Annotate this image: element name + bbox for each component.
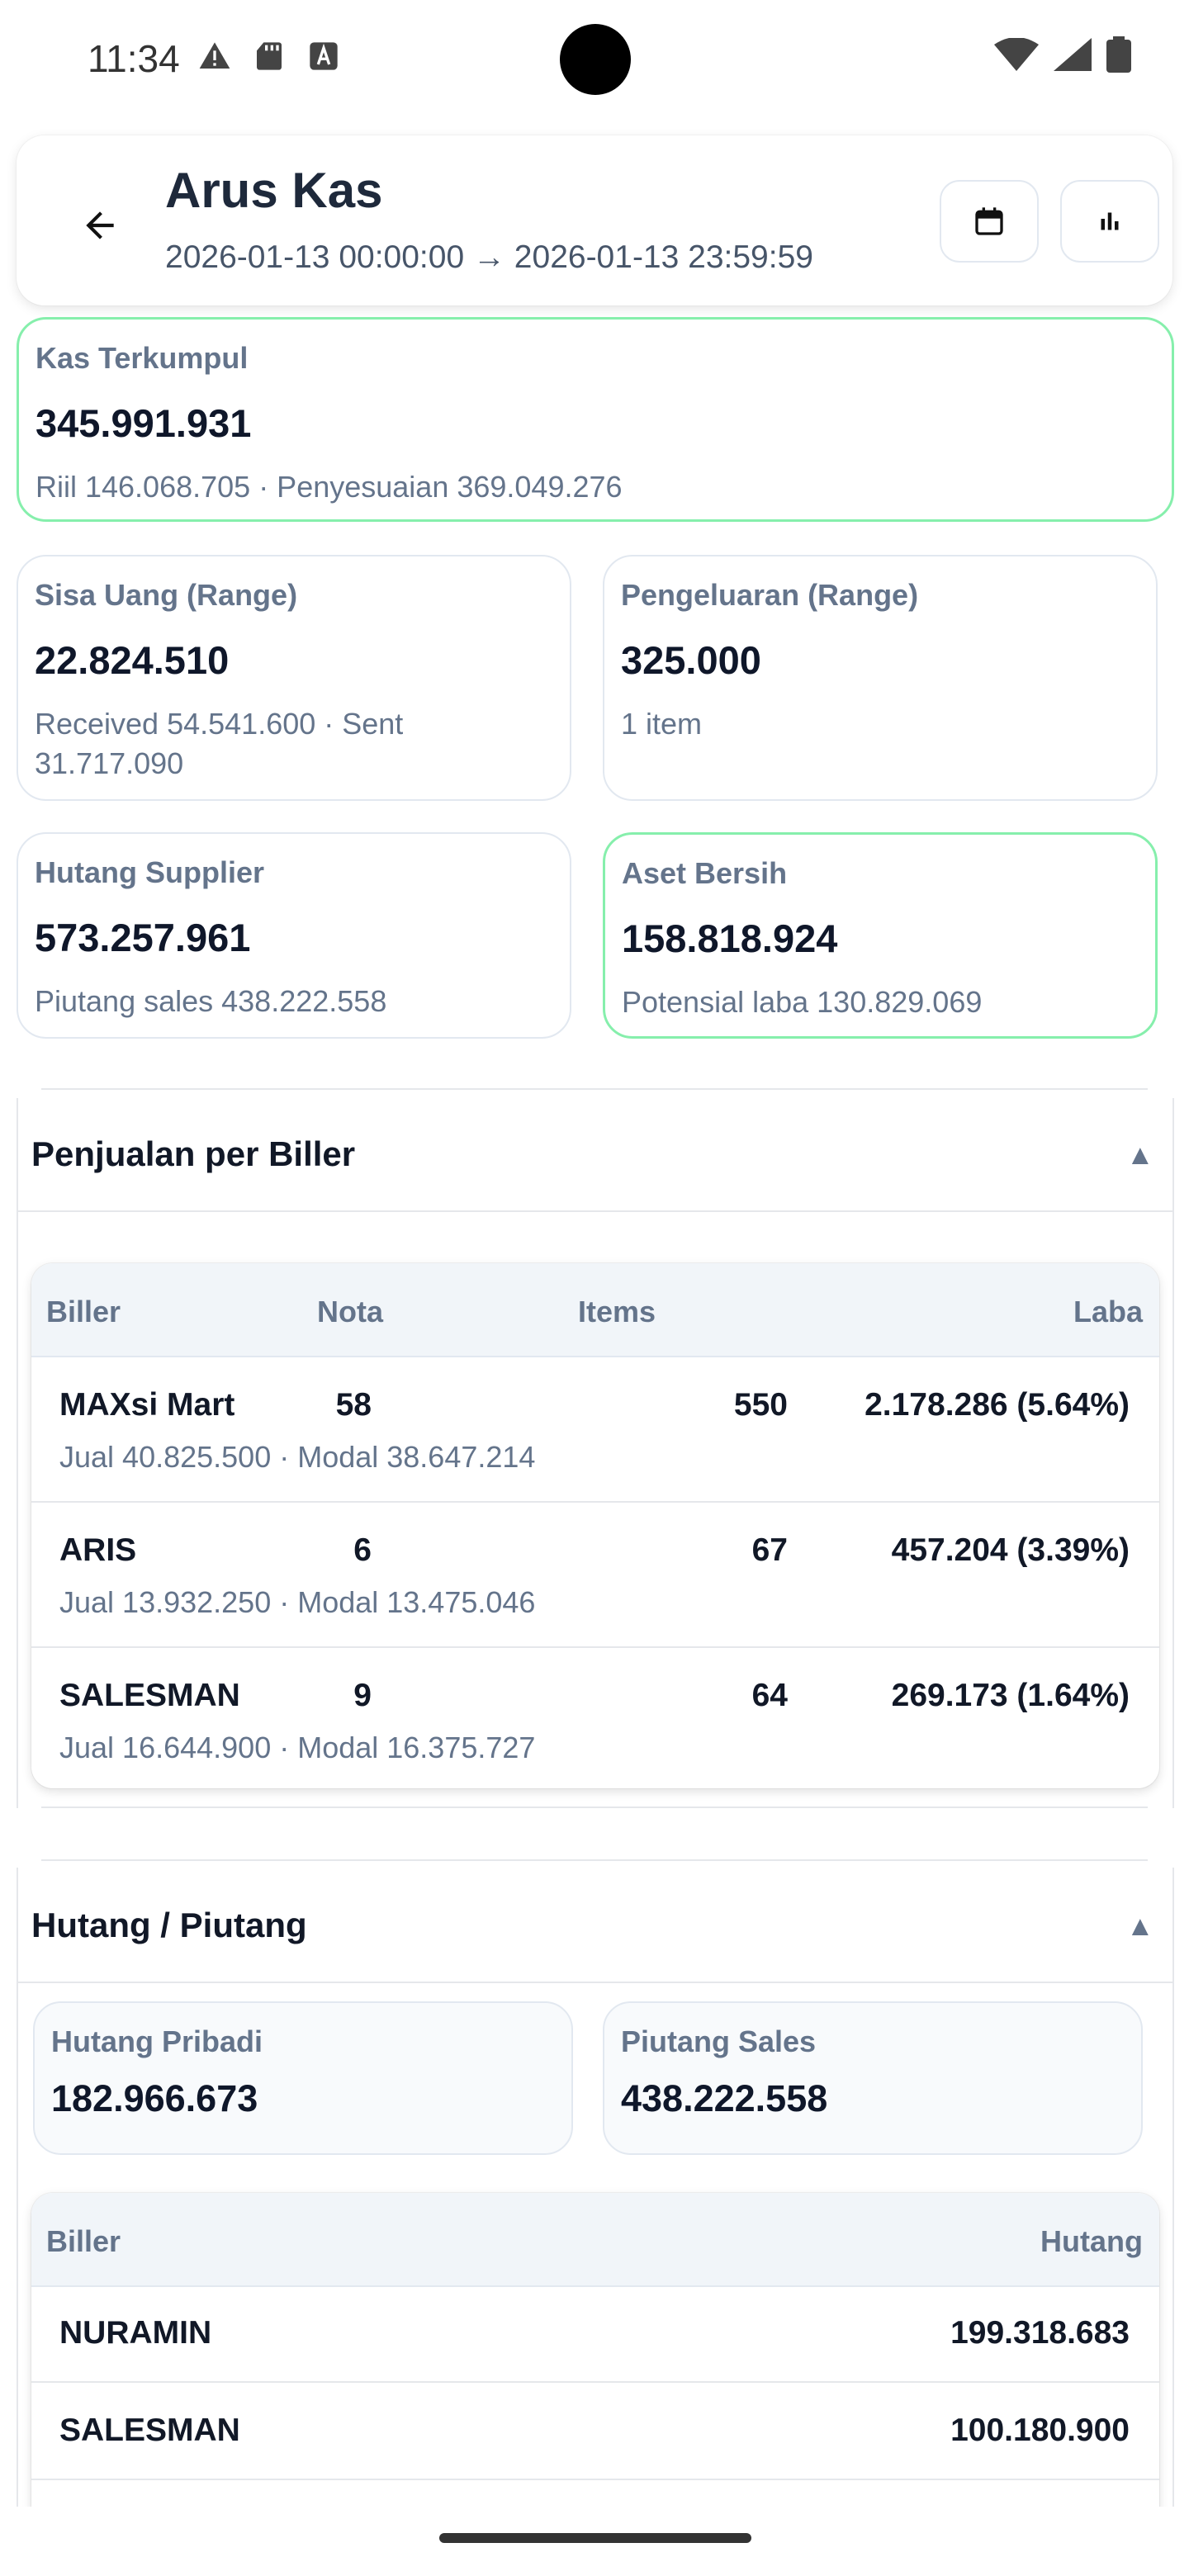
- col-hutang: Hutang: [1040, 2224, 1143, 2258]
- table-row[interactable]: SALESMAN 100.180.900: [31, 2383, 1159, 2480]
- card-sub: 1 item: [621, 707, 703, 741]
- card-label: Pengeluaran (Range): [621, 578, 919, 612]
- penjualan-table: Biller Nota Items Laba MAXsi Mart Jual 4…: [31, 1263, 1159, 1788]
- calendar-icon: [975, 207, 1003, 235]
- hutang-pribadi-card[interactable]: Hutang Pribadi 182.966.673: [33, 2001, 573, 2155]
- row-hutang: 100.180.900: [950, 2413, 1130, 2448]
- row-biller: SALESMAN: [59, 1678, 240, 1713]
- table-row[interactable]: SALESMAN Jual 16.644.900 · Modal 16.375.…: [31, 1648, 1159, 1788]
- section-bottom-line: [41, 1807, 1148, 1808]
- warning-icon: [198, 40, 231, 73]
- row-nota: 9: [353, 1678, 372, 1713]
- table-header: Biller Hutang: [31, 2193, 1159, 2287]
- battery-icon: [1106, 36, 1131, 73]
- row-biller: NURAMIN: [59, 2315, 212, 2351]
- card-value: 22.824.510: [35, 638, 230, 682]
- back-button[interactable]: [63, 188, 137, 263]
- card-sub: Potensial laba 130.829.069: [622, 985, 983, 1019]
- card-label: Piutang Sales: [621, 2024, 817, 2058]
- row-sub: Jual 16.644.900 · Modal 16.375.727: [59, 1731, 536, 1764]
- aset-bersih-card[interactable]: Aset Bersih 158.818.924 Potensial laba 1…: [603, 832, 1158, 1039]
- row-sub: Jual 40.825.500 · Modal 38.647.214: [59, 1440, 536, 1474]
- card-label: Hutang Pribadi: [51, 2024, 263, 2058]
- status-time: 11:34: [88, 37, 180, 80]
- card-value: 158.818.924: [622, 916, 838, 960]
- card-label: Kas Terkumpul: [36, 341, 249, 375]
- row-nota: 6: [353, 1532, 372, 1568]
- arrow-left-icon: [86, 211, 114, 239]
- penjualan-section-title[interactable]: Penjualan per Biller: [31, 1134, 356, 1173]
- calendar-button[interactable]: [940, 180, 1039, 263]
- section-divider: [17, 1982, 1174, 1983]
- piutang-sales-card[interactable]: Piutang Sales 438.222.558: [603, 2001, 1143, 2155]
- chart-button[interactable]: [1060, 180, 1159, 263]
- card-label: Aset Bersih: [622, 856, 788, 890]
- penjualan-section: [17, 1098, 1174, 1808]
- row-biller: SALESMAN: [59, 2413, 240, 2448]
- hutang-piutang-section-title[interactable]: Hutang / Piutang: [31, 1906, 307, 1944]
- card-sub: Received 54.541.600 · Sent 31.717.090: [35, 707, 404, 780]
- camera-cutout: [560, 24, 631, 95]
- hutang-piutang-section: [17, 1868, 1174, 2528]
- col-nota: Nota: [317, 1295, 383, 1328]
- card-sub: Riil 146.068.705 · Penyesuaian 369.049.2…: [36, 470, 623, 504]
- row-biller: MAXsi Mart: [59, 1387, 235, 1423]
- card-value: 182.966.673: [51, 2077, 258, 2119]
- table-row[interactable]: ARIS Jual 13.932.250 · Modal 13.475.046 …: [31, 1503, 1159, 1648]
- section-top-line: [41, 1859, 1148, 1861]
- collapse-toggle-icon[interactable]: ▲: [1126, 1139, 1154, 1171]
- col-laba: Laba: [1073, 1295, 1143, 1328]
- collapse-toggle-icon[interactable]: ▲: [1126, 1911, 1154, 1942]
- card-label: Sisa Uang (Range): [35, 578, 298, 612]
- card-label: Hutang Supplier: [35, 855, 264, 889]
- table-row[interactable]: MAXsi Mart Jual 40.825.500 · Modal 38.64…: [31, 1356, 1159, 1503]
- row-laba: 2.178.286 (5.64%): [865, 1387, 1130, 1423]
- row-laba: 457.204 (3.39%): [891, 1532, 1130, 1568]
- pengeluaran-card[interactable]: Pengeluaran (Range) 325.000 1 item: [603, 555, 1158, 801]
- status-icons-left: [198, 40, 340, 73]
- kas-terkumpul-card[interactable]: Kas Terkumpul 345.991.931 Riil 146.068.7…: [17, 317, 1174, 522]
- row-items: 64: [751, 1678, 788, 1713]
- text-a-icon: [307, 40, 340, 73]
- section-top-line: [41, 1088, 1148, 1090]
- card-sub: Piutang sales 438.222.558: [35, 984, 387, 1018]
- card-value: 573.257.961: [35, 916, 251, 959]
- row-nota: 58: [335, 1387, 372, 1423]
- section-divider: [17, 1210, 1174, 1212]
- bar-chart-icon: [1101, 212, 1119, 230]
- row-laba: 269.173 (1.64%): [891, 1678, 1130, 1713]
- row-hutang: 199.318.683: [950, 2315, 1130, 2351]
- row-biller: ARIS: [59, 1532, 137, 1568]
- sisa-uang-card[interactable]: Sisa Uang (Range) 22.824.510 Received 54…: [17, 555, 571, 801]
- sd-card-icon: [253, 40, 286, 73]
- row-items: 550: [733, 1387, 788, 1423]
- app-header: Arus Kas 2026-01-13 00:00:00 → 2026-01-1…: [17, 135, 1172, 305]
- signal-icon: [1054, 38, 1092, 71]
- col-biller: Biller: [46, 2224, 121, 2258]
- date-range: 2026-01-13 00:00:00 → 2026-01-13 23:59:5…: [165, 239, 813, 275]
- row-sub: Jual 13.932.250 · Modal 13.475.046: [59, 1585, 536, 1619]
- card-value: 325.000: [621, 638, 761, 682]
- col-items: Items: [578, 1295, 656, 1328]
- home-indicator[interactable]: [439, 2533, 751, 2543]
- col-biller: Biller: [46, 1295, 121, 1328]
- page-title: Arus Kas: [165, 163, 383, 218]
- hutang-table: Biller Hutang NURAMIN 199.318.683 SALESM…: [31, 2193, 1159, 2540]
- hutang-supplier-card[interactable]: Hutang Supplier 573.257.961 Piutang sale…: [17, 832, 571, 1039]
- wifi-icon: [994, 38, 1039, 71]
- status-icons-right: [994, 36, 1131, 73]
- card-value: 438.222.558: [621, 2077, 828, 2119]
- table-header: Biller Nota Items Laba: [31, 1263, 1159, 1357]
- status-bar: 11:34: [0, 0, 1189, 124]
- table-row[interactable]: NURAMIN 199.318.683: [31, 2285, 1159, 2383]
- card-value: 345.991.931: [36, 401, 252, 445]
- row-items: 67: [751, 1532, 788, 1568]
